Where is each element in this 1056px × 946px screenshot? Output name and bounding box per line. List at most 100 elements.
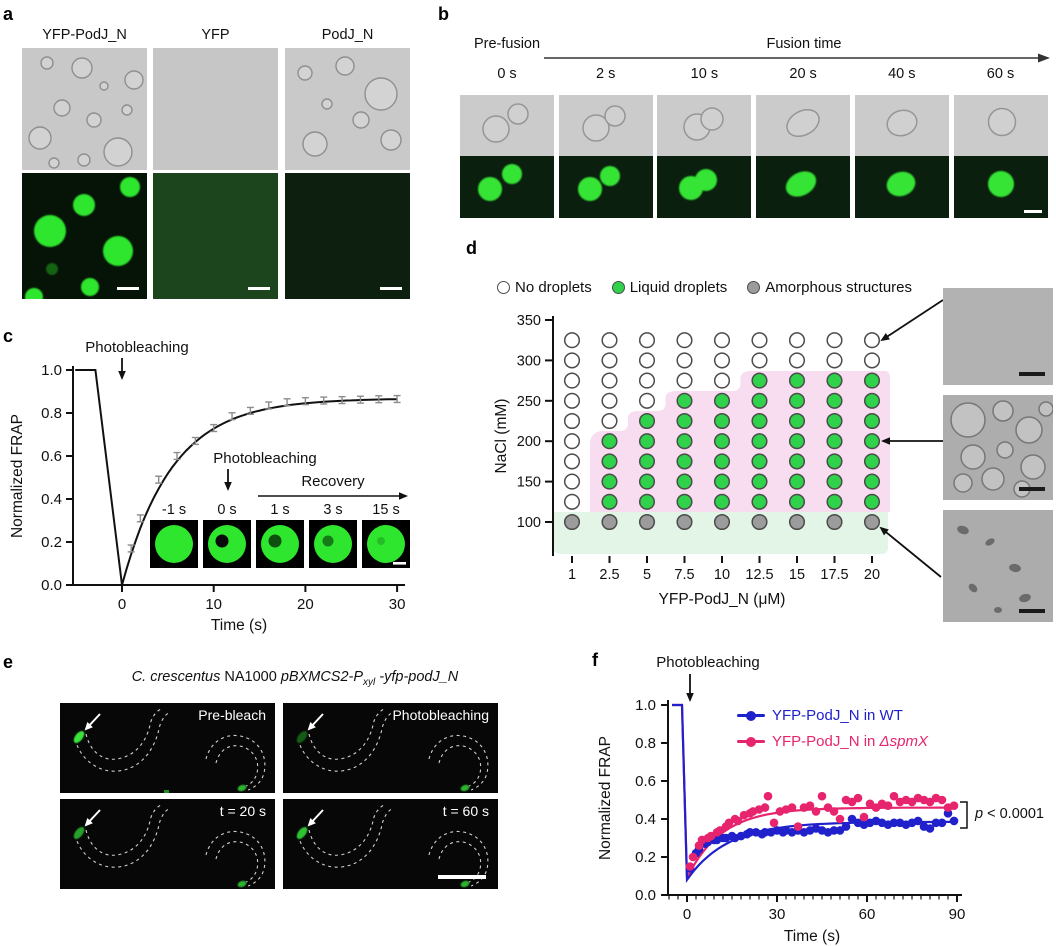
fusion-time-arrow xyxy=(544,53,1050,63)
svg-text:0.6: 0.6 xyxy=(41,448,62,465)
svg-text:0 s: 0 s xyxy=(217,502,236,518)
scale-bar xyxy=(248,286,270,290)
svg-text:0.8: 0.8 xyxy=(635,735,656,752)
frap-curve xyxy=(75,369,398,586)
svg-text:Time (s): Time (s) xyxy=(784,928,840,945)
svg-text:300: 300 xyxy=(517,353,541,369)
fusion-timepoint: 60 s xyxy=(986,66,1015,82)
scale-bar xyxy=(117,286,139,290)
svg-text:30: 30 xyxy=(389,596,406,613)
svg-text:20: 20 xyxy=(864,567,880,583)
spmx-series-marker-icon xyxy=(737,736,765,747)
svg-text:150: 150 xyxy=(517,475,541,491)
polar-focus xyxy=(73,827,85,839)
scale-bar xyxy=(393,562,406,565)
fluorescence-image-yfp-podj-n xyxy=(22,173,147,299)
fusion-frame xyxy=(558,95,653,218)
svg-text:1: 1 xyxy=(568,567,576,583)
wt-series-marker-icon xyxy=(737,710,765,721)
fusion-timepoint: 2 s xyxy=(596,66,616,82)
svg-text:2.5: 2.5 xyxy=(599,567,619,583)
polar-focus xyxy=(73,731,85,743)
svg-text:1.0: 1.0 xyxy=(41,362,62,379)
panel-b-label: b xyxy=(438,4,449,24)
legend-item-spmx: YFP-PodJ_N in ΔspmX xyxy=(737,733,928,750)
svg-text:0.4: 0.4 xyxy=(635,811,656,828)
svg-text:15: 15 xyxy=(789,567,805,583)
svg-text:Time (s): Time (s) xyxy=(211,617,267,634)
pre-fusion-label: Pre-fusion xyxy=(473,36,541,52)
frap-droplet-chart: 0.0 0.2 0.4 0.6 0.8 1.0 0 10 20 30 Normalized FRAP… xyxy=(9,339,410,634)
svg-text:1 s: 1 s xyxy=(270,502,289,518)
svg-text:1.0: 1.0 xyxy=(635,697,656,714)
scale-bar xyxy=(1019,372,1045,376)
svg-text:0.4: 0.4 xyxy=(41,491,62,508)
inset-liquid-droplets-image xyxy=(943,395,1053,500)
fit-curve xyxy=(672,703,956,884)
svg-text:200: 200 xyxy=(517,434,541,450)
inset-amorphous-image xyxy=(943,510,1053,622)
svg-text:30: 30 xyxy=(769,906,786,923)
fusion-timepoint: 0 s xyxy=(497,66,517,82)
strain-title: C. crescentus NA1000 pBXMCS2-Pxyl -yfp-p… xyxy=(131,669,459,688)
panel-c-label: c xyxy=(3,326,14,346)
comparison-bracket xyxy=(960,801,968,829)
dic-image-yfp xyxy=(153,48,278,170)
fusion-frame xyxy=(854,95,949,218)
svg-text:90: 90 xyxy=(949,906,966,923)
amorphous-dot-icon xyxy=(747,281,761,294)
cell-image-prebleach: Pre-bleach xyxy=(60,703,275,793)
svg-text:0.2: 0.2 xyxy=(635,849,656,866)
svg-text:60: 60 xyxy=(859,906,876,923)
svg-text:-1 s: -1 s xyxy=(162,502,186,518)
dic-image-podj-n xyxy=(285,48,410,170)
scale-bar xyxy=(438,875,486,879)
svg-text:7.5: 7.5 xyxy=(674,567,694,583)
polar-focus xyxy=(296,827,308,839)
column-title-podj-n: PodJ_N xyxy=(321,27,374,43)
svg-text:Photobleaching: Photobleaching xyxy=(85,339,188,356)
fusion-frame xyxy=(756,95,851,218)
cell-image-photobleaching: Photobleaching xyxy=(283,703,498,793)
invivo-frap-chart: 0.0 0.2 0.4 0.6 0.8 1.0 0 30 60 90 Normalized FRAP… xyxy=(597,654,968,945)
svg-text:5: 5 xyxy=(643,567,651,583)
fusion-timepoint: 40 s xyxy=(888,66,916,82)
scale-bar xyxy=(1019,487,1045,491)
fluorescence-image-podj-n xyxy=(285,173,410,299)
phase-diagram-legend: No droplets Liquid droplets Amorphous st… xyxy=(497,279,912,296)
panel-e-label: e xyxy=(3,652,14,672)
svg-text:250: 250 xyxy=(517,394,541,410)
p-value: p < 0.0001 xyxy=(975,806,1044,822)
svg-text:10: 10 xyxy=(205,596,222,613)
svg-text:17.5: 17.5 xyxy=(820,567,848,583)
svg-text:0.8: 0.8 xyxy=(41,405,62,422)
svg-text:3 s: 3 s xyxy=(323,502,342,518)
legend-item-amorphous: Amorphous structures xyxy=(747,279,912,296)
cell-image-t60: t = 60 s xyxy=(283,799,498,889)
fusion-timepoint: 10 s xyxy=(690,66,719,82)
polar-focus xyxy=(296,731,308,743)
liquid-region xyxy=(590,371,890,512)
legend-item-no-droplets: No droplets xyxy=(497,279,592,296)
svg-text:YFP-PodJ_N (μM): YFP-PodJ_N (μM) xyxy=(659,591,786,608)
fusion-frame xyxy=(953,95,1048,218)
svg-text:0: 0 xyxy=(118,596,126,613)
svg-text:0.0: 0.0 xyxy=(41,577,62,594)
svg-text:12.5: 12.5 xyxy=(745,567,773,583)
svg-text:0: 0 xyxy=(683,906,691,923)
column-title-yfp-podj-n: YFP-PodJ_N xyxy=(42,27,127,43)
fusion-frame xyxy=(657,95,752,218)
scale-bar xyxy=(380,286,402,290)
scale-bar xyxy=(1023,210,1042,213)
legend-item-liquid-droplets: Liquid droplets xyxy=(611,279,727,296)
fusion-time-label: Fusion time xyxy=(766,36,842,52)
svg-text:Normalized FRAP: Normalized FRAP xyxy=(9,414,26,538)
svg-text:100: 100 xyxy=(517,515,541,531)
svg-text:NaCl (mM): NaCl (mM) xyxy=(493,399,510,474)
svg-text:10: 10 xyxy=(714,567,730,583)
panel-f-label: f xyxy=(592,650,598,670)
svg-text:Recovery: Recovery xyxy=(301,473,365,490)
legend-item-wt: YFP-PodJ_N in WT xyxy=(737,707,903,724)
